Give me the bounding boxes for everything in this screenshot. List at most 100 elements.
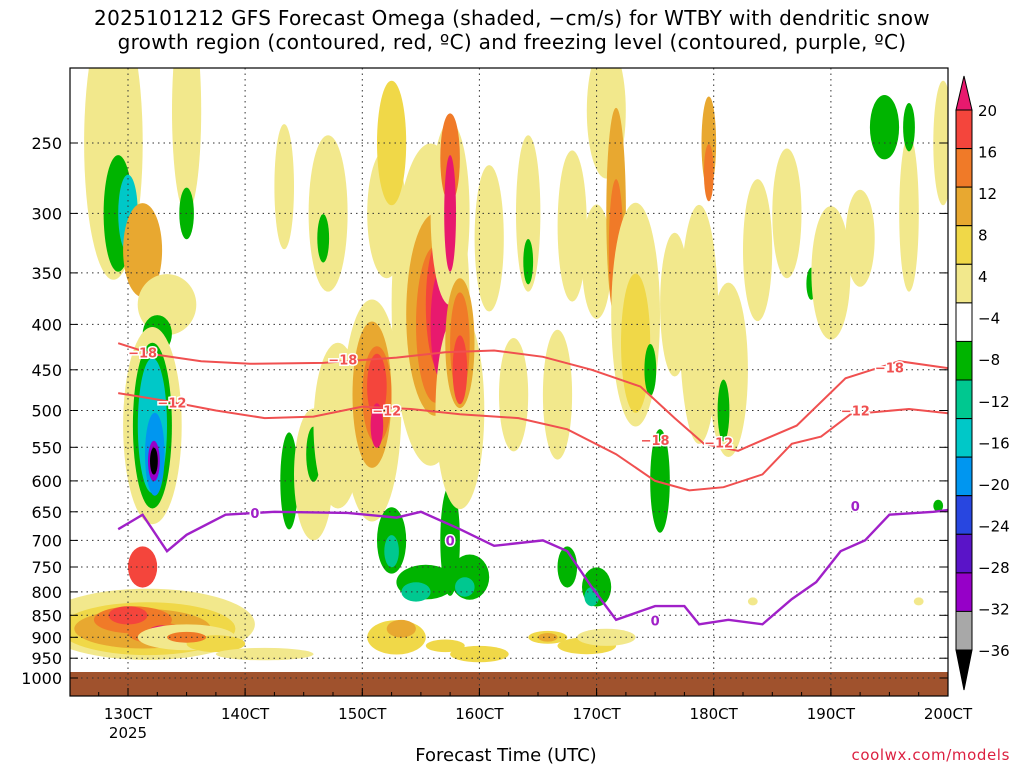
colorbar-box (955, 495, 973, 535)
colorbar-label: −16 (978, 434, 1010, 452)
omega-shade-gold (386, 619, 416, 638)
omega-shade-red (108, 606, 148, 625)
omega-shade-green (280, 432, 298, 530)
y-tick-label: 500 (31, 402, 62, 421)
omega-shade-red (367, 353, 387, 420)
y-tick-label: 250 (31, 134, 62, 153)
contour-label-minus12: −12 (157, 397, 186, 412)
chart-title: 2025101212 GFS Forecast Omega (shaded, −… (0, 6, 1024, 54)
contour-label-minus18: −18 (128, 346, 157, 361)
colorbar-label: −12 (978, 393, 1010, 411)
contour-label-zero: 0 (651, 615, 660, 630)
omega-shade-green (317, 214, 330, 263)
colorbar-label: −4 (978, 310, 1000, 328)
y-tick-label: 400 (31, 315, 62, 334)
y-axis: 250 300 350 400 450 500 550 600 650 700 750 800 850 9… (21, 134, 948, 688)
omega-shade-teal (455, 577, 475, 597)
omega-shade-yellow (425, 639, 465, 653)
omega-shade-yellow (621, 273, 651, 413)
y-tick-label: 900 (31, 628, 62, 647)
y-tick-label: 300 (31, 204, 62, 223)
omega-shade-yellow (377, 80, 407, 206)
x-axis: 130CT 140CT 150CT 160CT 170CT 180CT 190CT 200CT… (98, 688, 973, 742)
contour-label-minus18: −18 (875, 361, 904, 376)
omega-shade-ly (845, 189, 875, 287)
omega-shade-ly (498, 338, 529, 452)
omega-shade-ly (557, 150, 587, 302)
colorbar-label: −36 (978, 642, 1010, 660)
x-tick-label: 130CT (104, 705, 153, 723)
colorbar-label: −8 (978, 351, 1000, 369)
x-tick-label: 150CT (338, 705, 387, 723)
freezing-level-contour (117, 508, 948, 626)
colorbar-box (955, 610, 973, 651)
colorbar-label: −20 (978, 476, 1010, 494)
contour-label-zero: 0 (851, 500, 860, 515)
colorbar-label: 4 (978, 268, 988, 286)
dgz-contour-minus12 (118, 392, 948, 492)
omega-shade-black (150, 447, 158, 475)
colorbar-bottom-triangle (955, 649, 973, 691)
colorbar-top-triangle (955, 75, 973, 111)
colorbar-label: 16 (978, 144, 997, 162)
y-tick-label: 750 (31, 558, 62, 577)
y-tick-label: 950 (31, 649, 62, 668)
colorbar-box (955, 340, 973, 381)
contour-label-minus12: −12 (372, 405, 401, 420)
omega-shade-teal (384, 535, 399, 568)
y-tick-label: 700 (31, 531, 62, 550)
y-tick-label: 350 (31, 264, 62, 283)
y-tick-label: 450 (31, 361, 62, 380)
omega-shade-navy (406, 0, 416, 28)
contour-label-minus18: −18 (641, 434, 670, 449)
x-tick-label: 200CT (924, 705, 973, 723)
colorbar-label: 8 (978, 227, 988, 245)
omega-shade-green (523, 239, 534, 285)
colorbar-label: 20 (978, 102, 997, 120)
colorbar-label: −24 (978, 517, 1010, 535)
colorbar-box (955, 186, 973, 227)
x-tick-label: 140CT (221, 705, 270, 723)
x-axis-label: Forecast Time (UTC) (415, 745, 597, 766)
omega-shade-blue (401, 0, 421, 40)
colorbar-box (955, 572, 973, 613)
x-tick-label: 160CT (455, 705, 504, 723)
y-tick-label: 800 (31, 583, 62, 602)
y-tick-label: 850 (31, 606, 62, 625)
colorbar-label: −32 (978, 601, 1010, 619)
omega-shade-ly (679, 204, 719, 444)
contour-label-zero: 0 (250, 507, 259, 522)
x-tick-sublabel: 2025 (109, 724, 147, 742)
colorbar-box (955, 148, 973, 188)
omega-shade-orange (703, 144, 714, 202)
omega-shade-ly (747, 597, 758, 606)
omega-shade-red (452, 335, 468, 405)
colorbar-box (955, 109, 973, 150)
y-tick-label: 650 (31, 503, 62, 522)
omega-shade-teal (401, 582, 431, 602)
colorbar-box (955, 456, 973, 497)
omega-shade-green (644, 344, 657, 396)
colorbar-box (955, 379, 973, 420)
chart-title-line2: growth region (contoured, red, ºC) and f… (117, 30, 907, 54)
dgz-contour-minus18 (117, 342, 948, 452)
omega-shade-pink (370, 403, 384, 448)
omega-shade-ly (474, 165, 504, 312)
omega-shade-ly (274, 124, 295, 250)
omega-shade-ly (542, 329, 573, 460)
colorbar-label: 12 (978, 185, 997, 203)
contour-label-minus18: −18 (328, 353, 357, 368)
omega-shading-layer (70, 0, 948, 663)
omega-shade-gold (123, 203, 163, 298)
omega-shade-ly (516, 135, 541, 292)
omega-shade-ly (172, 68, 202, 214)
colorbar-box (955, 533, 973, 574)
colorbar: 20 16 12 8 4 −4 −8 −12 −16 −20 −24 −28 −32 −36 (955, 75, 1010, 691)
colorbar-box (955, 418, 973, 458)
colorbar-box (955, 225, 973, 265)
x-tick-label: 190CT (807, 705, 856, 723)
x-tick-label: 170CT (572, 705, 621, 723)
contour-label-minus12: −12 (841, 405, 870, 420)
x-tick-label: 180CT (690, 705, 739, 723)
